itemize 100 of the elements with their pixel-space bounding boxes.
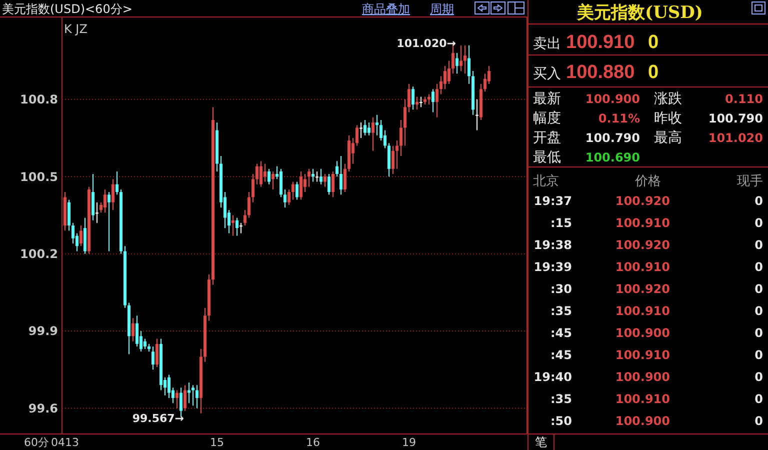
text: 美元指数(USD) [576, 3, 703, 23]
candlestick [344, 163, 346, 193]
text: 100.880 [566, 62, 635, 83]
candlestick [288, 188, 290, 206]
candlestick [284, 188, 286, 208]
candlestick [176, 390, 178, 409]
candlestick [328, 174, 330, 196]
text: 100.900 [585, 92, 640, 106]
candlestick [292, 181, 294, 200]
annotation: 101.020→ [396, 37, 456, 50]
candlestick [324, 174, 326, 188]
candlestick [404, 98, 406, 146]
text: 0 [754, 370, 763, 384]
text: 100.910 [615, 260, 670, 274]
candlestick [320, 168, 322, 185]
text: :15 [550, 216, 572, 230]
candlestick [476, 98, 478, 131]
text: 100.910 [566, 32, 635, 53]
text: :50 [550, 414, 572, 428]
candlestick [256, 163, 258, 185]
candlestick [232, 214, 234, 236]
candlestick [72, 222, 74, 244]
text: 0 [754, 392, 763, 406]
candlestick [132, 318, 134, 342]
text: 涨跌 [654, 91, 682, 107]
candlestick [156, 338, 158, 368]
text: 0.110 [725, 92, 763, 106]
text: 100.910 [615, 216, 670, 230]
candlestick [304, 174, 306, 193]
text: 100.920 [615, 194, 670, 208]
text: 19:40 [534, 370, 572, 384]
y-tick-label: 100.2 [20, 247, 58, 262]
y-tick-label: 99.9 [28, 324, 58, 338]
text: 100.910 [615, 304, 670, 318]
candlestick [484, 73, 486, 92]
candlestick [388, 142, 390, 178]
text: 商品叠加 [362, 2, 410, 16]
candlestick [332, 170, 334, 198]
text: 101.020 [708, 131, 763, 145]
candlestick [296, 181, 298, 200]
y-tick-label: 100.5 [20, 170, 58, 184]
text: 100.900 [615, 370, 670, 384]
candlestick [196, 384, 198, 409]
candlestick [192, 384, 194, 406]
candlestick [312, 168, 314, 182]
text: 昨收 [654, 110, 682, 126]
text: 100.790 [708, 112, 763, 126]
candlestick [272, 170, 274, 190]
text: 0 [754, 238, 763, 252]
text: 19:37 [534, 194, 572, 208]
text: :35 [550, 304, 572, 318]
candlestick [268, 168, 270, 185]
text: 0 [754, 194, 763, 208]
candlestick [260, 160, 262, 188]
candlestick [372, 116, 374, 152]
candlestick [416, 96, 418, 110]
text: 100.910 [615, 392, 670, 406]
candlestick [108, 192, 110, 252]
text: 卖出 [533, 36, 561, 52]
text: 0 [754, 216, 763, 230]
text: 0 [754, 260, 763, 274]
y-tick-label: 99.6 [28, 401, 58, 416]
text: 0 [754, 326, 763, 340]
candlestick [436, 83, 438, 118]
candlestick [116, 170, 118, 196]
text: 100.900 [615, 414, 670, 428]
candlestick [412, 86, 414, 110]
text: 100.910 [615, 348, 670, 362]
candlestick [360, 122, 362, 138]
candlestick [184, 384, 186, 412]
candlestick [248, 192, 250, 218]
text: 100.920 [615, 282, 670, 296]
text: 19:38 [534, 238, 572, 252]
candlestick [428, 94, 430, 106]
text: 0.11% [598, 112, 640, 126]
x-axis-title: 60分 [24, 436, 49, 449]
text: 0 [648, 62, 659, 83]
candlestick [456, 52, 458, 74]
candlestick [448, 60, 450, 84]
x-tick-label: 15 [210, 436, 224, 449]
candlestick [400, 119, 402, 156]
text: 0 [754, 414, 763, 428]
text: 0 [648, 32, 659, 53]
text: 价格 [634, 174, 661, 189]
candlestick [252, 174, 254, 203]
candlestick [376, 114, 378, 136]
candlestick [420, 96, 422, 108]
candlestick [468, 44, 470, 84]
chart-title: 美元指数(USD)<60分> [2, 2, 132, 16]
text: 最新 [533, 91, 561, 107]
x-tick-label: 0413 [51, 436, 79, 449]
candlestick [392, 145, 394, 175]
text: :35 [550, 392, 572, 406]
candlestick [408, 83, 410, 113]
candlestick [444, 65, 446, 90]
text: 最低 [533, 150, 561, 166]
candlestick [340, 156, 342, 196]
candlestick [84, 217, 86, 254]
text: 现手 [737, 174, 763, 189]
candlestick [464, 44, 466, 74]
